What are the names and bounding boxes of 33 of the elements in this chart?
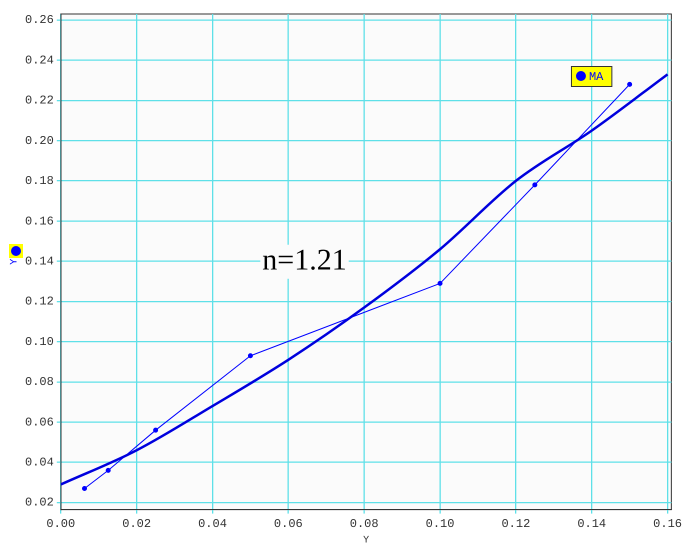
y-tick-label: 0.14	[24, 254, 54, 268]
x-tick-label: 0.02	[122, 516, 152, 531]
y-tick-label: 0.10	[24, 334, 54, 349]
point	[438, 280, 443, 286]
y-tick-label: 0.22	[24, 94, 54, 108]
x-tick-label: 0.00	[46, 516, 76, 531]
y-tick-label: 0.06	[24, 415, 54, 430]
point	[153, 428, 158, 433]
x-tick-label: 0.12	[501, 516, 530, 531]
y-tick-label: 0.24	[24, 53, 54, 68]
y-axis-title: Y	[10, 258, 21, 265]
y-tick-label: 0.04	[24, 456, 54, 470]
legend-label: MA	[588, 70, 604, 84]
y-tick-label: 0.02	[24, 496, 54, 510]
y-tick-label: 0.26	[24, 13, 54, 28]
y-tick-label: 0.16	[24, 214, 54, 228]
y-tick-label: 0.12	[24, 294, 54, 309]
x-tick-label: 0.14	[577, 516, 606, 531]
y-tick-label: 0.08	[24, 375, 54, 390]
annotation: n=1.21	[262, 244, 347, 277]
x-tick-label: 0.06	[274, 516, 303, 531]
y-tick-label: 0.20	[24, 134, 54, 148]
x-tick-label: 0.10	[426, 516, 454, 531]
x-tick-label: 0.08	[350, 516, 379, 531]
point	[82, 486, 88, 491]
y-tick-label: 0.18	[24, 174, 54, 188]
x-tick-label: 0.04	[198, 516, 227, 531]
x-axis-title: Y	[363, 536, 370, 546]
point	[248, 353, 253, 358]
point	[627, 82, 632, 87]
x-tick-label: 0.16	[653, 516, 682, 531]
point	[106, 468, 111, 473]
point	[532, 182, 538, 188]
